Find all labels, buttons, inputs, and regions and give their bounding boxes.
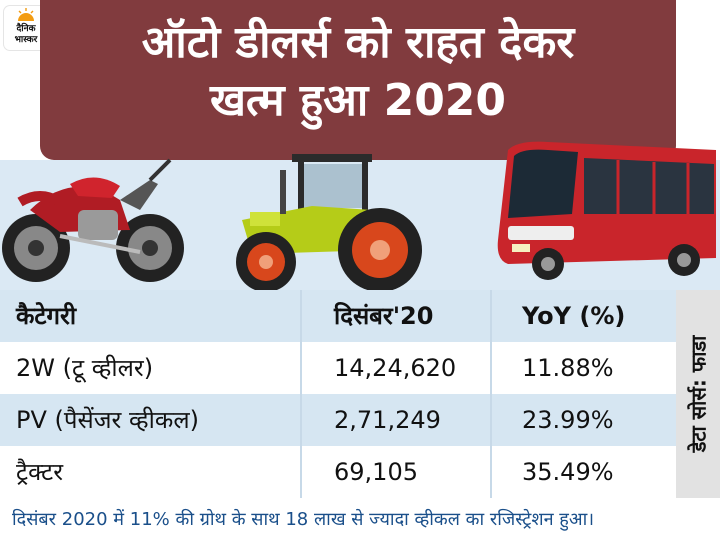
title-line-2: खत्म हुआ 2020 (209, 75, 507, 126)
row-yoy: 11.88% (522, 354, 614, 382)
logo-text-line1: दैनिक (16, 24, 36, 34)
row-december: 2,71,249 (334, 406, 441, 434)
bus-icon (497, 141, 716, 280)
column-divider (490, 290, 492, 498)
row-category: PV (पैसेंजर व्हीकल) (16, 406, 199, 434)
sun-icon (18, 8, 34, 21)
table-row: 2W (टू व्हीलर) 14,24,620 11.88% (0, 342, 676, 394)
row-category: 2W (टू व्हीलर) (16, 354, 154, 382)
table-row: ट्रैक्टर 69,105 35.49% (0, 446, 676, 498)
row-december: 69,105 (334, 458, 418, 486)
motorcycle-icon (2, 158, 184, 282)
header-category: कैटेगरी (16, 302, 77, 330)
table-header-row: कैटेगरी दिसंबर'20 YoY (%) (0, 290, 676, 342)
row-yoy: 23.99% (522, 406, 614, 434)
row-category: ट्रैक्टर (16, 458, 64, 486)
title-banner: ऑटो डीलर्स को राहत देकर खत्म हुआ 2020 (40, 0, 676, 160)
header-december: दिसंबर'20 (334, 302, 434, 330)
tractor-icon (236, 154, 422, 292)
footer: दिसंबर 2020 में 11% की ग्रोथ के साथ 18 ल… (0, 500, 720, 540)
row-december: 14,24,620 (334, 354, 457, 382)
data-source-text: डेटा सोर्स: फाडा (686, 335, 711, 453)
column-divider (300, 290, 302, 498)
logo-text-line2: भास्कर (14, 35, 38, 45)
data-source: डेटा सोर्स: फाडा (676, 290, 720, 498)
title-line-1: ऑटो डीलर्स को राहत देकर (141, 17, 575, 68)
header-yoy: YoY (%) (522, 302, 626, 330)
footer-note: दिसंबर 2020 में 11% की ग्रोथ के साथ 18 ल… (12, 509, 595, 530)
table-row: PV (पैसेंजर व्हीकल) 2,71,249 23.99% (0, 394, 676, 446)
row-yoy: 35.49% (522, 458, 614, 486)
page-title: ऑटो डीलर्स को राहत देकर खत्म हुआ 2020 (40, 14, 676, 130)
